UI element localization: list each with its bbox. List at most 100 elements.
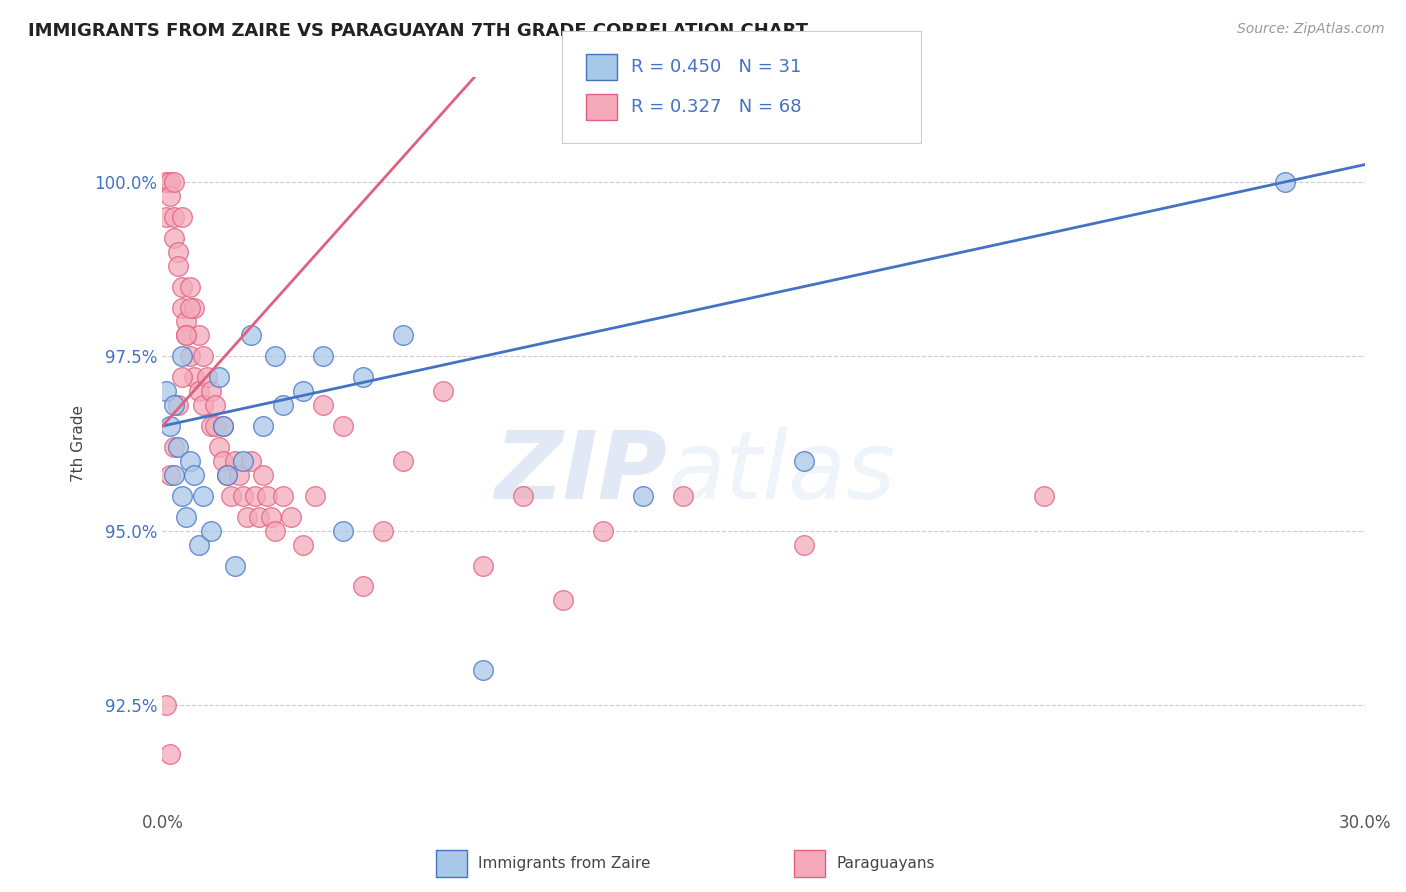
Point bbox=[392, 454, 415, 468]
Point bbox=[371, 524, 394, 538]
Point bbox=[1274, 175, 1296, 189]
Point bbox=[271, 489, 294, 503]
Point bbox=[172, 301, 194, 315]
Point bbox=[155, 698, 177, 712]
Point bbox=[291, 384, 314, 399]
Point bbox=[224, 454, 246, 468]
Text: Paraguayans: Paraguayans bbox=[837, 856, 935, 871]
Text: ZIP: ZIP bbox=[495, 426, 668, 519]
Point bbox=[172, 279, 194, 293]
Point bbox=[219, 489, 242, 503]
Point bbox=[172, 489, 194, 503]
Point bbox=[472, 663, 495, 677]
Point bbox=[207, 440, 229, 454]
Point bbox=[239, 454, 262, 468]
Point bbox=[312, 398, 335, 412]
Point bbox=[332, 524, 354, 538]
Point bbox=[247, 509, 270, 524]
Point bbox=[352, 579, 374, 593]
Point bbox=[259, 509, 281, 524]
Point bbox=[224, 558, 246, 573]
Point bbox=[211, 419, 233, 434]
Point bbox=[793, 538, 815, 552]
Point bbox=[291, 538, 314, 552]
Point bbox=[472, 558, 495, 573]
Point bbox=[183, 301, 205, 315]
Point bbox=[228, 467, 250, 482]
Point bbox=[633, 489, 655, 503]
Point bbox=[211, 454, 233, 468]
Point bbox=[392, 328, 415, 343]
Point bbox=[183, 467, 205, 482]
Point bbox=[179, 279, 201, 293]
Point bbox=[239, 328, 262, 343]
Point bbox=[512, 489, 534, 503]
Point bbox=[191, 349, 214, 363]
Point bbox=[155, 210, 177, 224]
Point bbox=[163, 398, 186, 412]
Point bbox=[159, 189, 181, 203]
Point bbox=[172, 210, 194, 224]
Point bbox=[155, 175, 177, 189]
Point bbox=[271, 398, 294, 412]
Point bbox=[159, 419, 181, 434]
Point bbox=[187, 384, 209, 399]
Point bbox=[167, 398, 190, 412]
Point bbox=[304, 489, 326, 503]
Point bbox=[592, 524, 614, 538]
Point bbox=[187, 328, 209, 343]
Point bbox=[232, 454, 254, 468]
Point bbox=[159, 467, 181, 482]
Point bbox=[200, 384, 222, 399]
Text: IMMIGRANTS FROM ZAIRE VS PARAGUAYAN 7TH GRADE CORRELATION CHART: IMMIGRANTS FROM ZAIRE VS PARAGUAYAN 7TH … bbox=[28, 22, 808, 40]
Point bbox=[252, 419, 274, 434]
Point bbox=[167, 259, 190, 273]
Point bbox=[243, 489, 266, 503]
Point bbox=[183, 370, 205, 384]
Point bbox=[215, 467, 238, 482]
Text: Immigrants from Zaire: Immigrants from Zaire bbox=[478, 856, 651, 871]
Text: Source: ZipAtlas.com: Source: ZipAtlas.com bbox=[1237, 22, 1385, 37]
Point bbox=[159, 747, 181, 761]
Text: R = 0.327   N = 68: R = 0.327 N = 68 bbox=[631, 98, 801, 116]
Point bbox=[159, 175, 181, 189]
Point bbox=[204, 398, 226, 412]
Point bbox=[332, 419, 354, 434]
Point bbox=[793, 454, 815, 468]
Point bbox=[252, 467, 274, 482]
Point bbox=[280, 509, 302, 524]
Point bbox=[211, 419, 233, 434]
Point bbox=[191, 398, 214, 412]
Point bbox=[207, 370, 229, 384]
Point bbox=[187, 538, 209, 552]
Point bbox=[263, 524, 285, 538]
Point bbox=[195, 370, 218, 384]
Point bbox=[176, 509, 198, 524]
Point bbox=[256, 489, 278, 503]
Point bbox=[1033, 489, 1056, 503]
Point bbox=[179, 349, 201, 363]
Point bbox=[191, 489, 214, 503]
Point bbox=[200, 524, 222, 538]
Point bbox=[155, 384, 177, 399]
Point bbox=[215, 467, 238, 482]
Point bbox=[163, 231, 186, 245]
Point bbox=[163, 467, 186, 482]
Point bbox=[163, 210, 186, 224]
Point bbox=[204, 419, 226, 434]
Point bbox=[163, 440, 186, 454]
Point bbox=[176, 314, 198, 328]
Point bbox=[167, 244, 190, 259]
Point bbox=[172, 349, 194, 363]
Text: atlas: atlas bbox=[668, 427, 896, 518]
Y-axis label: 7th Grade: 7th Grade bbox=[72, 405, 86, 482]
Point bbox=[672, 489, 695, 503]
Point bbox=[263, 349, 285, 363]
Point bbox=[553, 593, 575, 607]
Point bbox=[163, 175, 186, 189]
Point bbox=[167, 440, 190, 454]
Point bbox=[176, 328, 198, 343]
Point bbox=[200, 419, 222, 434]
Text: R = 0.450   N = 31: R = 0.450 N = 31 bbox=[631, 58, 801, 76]
Point bbox=[176, 328, 198, 343]
